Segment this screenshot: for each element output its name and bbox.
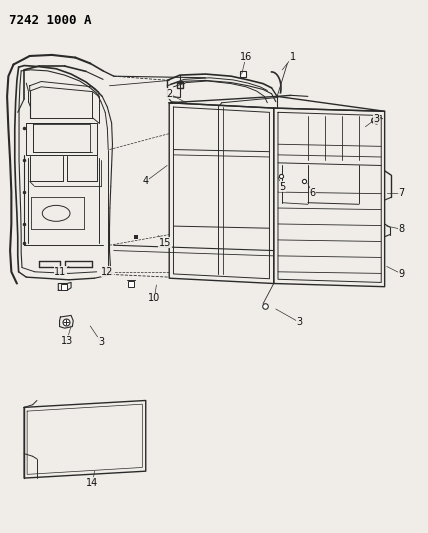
Text: 2: 2 bbox=[166, 88, 172, 99]
Text: 3: 3 bbox=[296, 317, 303, 327]
Text: 4: 4 bbox=[143, 176, 149, 187]
Text: 7: 7 bbox=[398, 188, 405, 198]
Text: 12: 12 bbox=[101, 267, 113, 277]
Text: 16: 16 bbox=[240, 52, 252, 61]
Text: 15: 15 bbox=[159, 238, 171, 247]
Text: 9: 9 bbox=[398, 269, 405, 279]
Text: 13: 13 bbox=[61, 336, 73, 346]
Text: 8: 8 bbox=[398, 224, 405, 235]
Text: 3: 3 bbox=[98, 337, 104, 347]
Text: 11: 11 bbox=[54, 267, 66, 277]
Text: 5: 5 bbox=[279, 182, 285, 192]
Text: 7242 1000 A: 7242 1000 A bbox=[9, 14, 92, 27]
Text: 1: 1 bbox=[290, 52, 296, 61]
Text: 14: 14 bbox=[86, 478, 98, 488]
Text: 6: 6 bbox=[309, 188, 315, 198]
Text: 3: 3 bbox=[373, 114, 379, 124]
Text: 10: 10 bbox=[148, 293, 160, 303]
